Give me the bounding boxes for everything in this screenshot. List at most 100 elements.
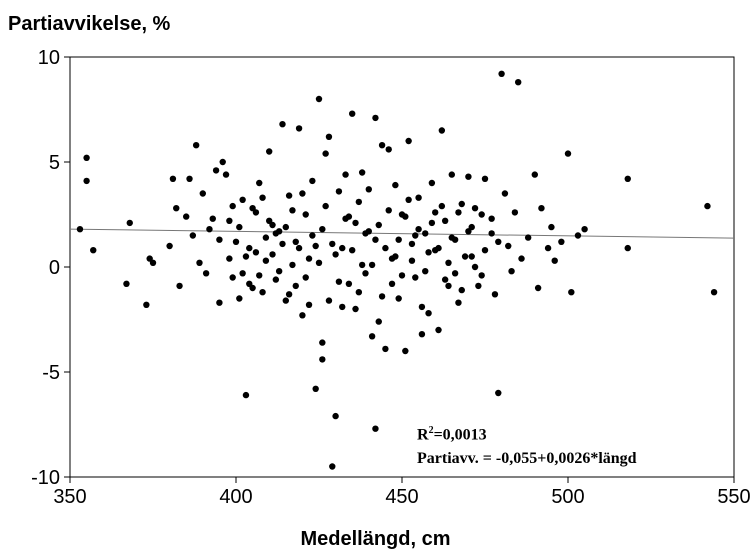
- data-point: [378, 142, 386, 149]
- data-point: [319, 226, 326, 233]
- data-point: [508, 268, 515, 275]
- r2-prefix: R: [417, 426, 429, 444]
- data-point: [242, 253, 250, 260]
- data-point: [345, 213, 353, 220]
- data-point: [564, 150, 572, 157]
- data-point: [183, 213, 190, 220]
- data-point: [342, 171, 349, 178]
- data-point: [252, 249, 260, 256]
- data-point: [402, 347, 409, 355]
- data-point: [335, 278, 343, 285]
- data-point: [568, 289, 575, 296]
- data-point: [83, 177, 90, 185]
- data-point: [468, 253, 475, 260]
- data-point: [83, 154, 90, 161]
- data-point: [412, 274, 419, 281]
- data-point: [544, 244, 552, 252]
- data-point: [349, 247, 356, 254]
- data-point: [385, 146, 392, 153]
- data-point: [448, 234, 455, 241]
- data-point: [216, 236, 223, 243]
- r-squared-annotation: R2=0,0013: [417, 425, 487, 444]
- data-point: [418, 331, 426, 338]
- data-point: [415, 226, 422, 233]
- y-tick-label: -10: [31, 467, 60, 489]
- data-point: [505, 242, 512, 250]
- data-point: [422, 230, 429, 237]
- data-point: [325, 297, 333, 304]
- data-point: [458, 200, 465, 208]
- data-point: [534, 284, 542, 292]
- data-point: [76, 226, 84, 233]
- data-point: [388, 280, 396, 287]
- data-point: [518, 255, 525, 262]
- data-point: [186, 175, 193, 182]
- data-point: [285, 291, 293, 298]
- data-point: [206, 226, 213, 233]
- data-point: [432, 209, 439, 216]
- data-point: [339, 244, 346, 252]
- r2-value: =0,0013: [433, 426, 487, 444]
- data-point: [282, 223, 289, 231]
- data-point: [226, 255, 233, 262]
- data-point: [302, 211, 309, 218]
- data-point: [438, 202, 446, 210]
- data-point: [236, 223, 243, 231]
- data-point: [558, 238, 565, 245]
- data-point: [392, 253, 399, 260]
- data-point: [428, 179, 436, 187]
- data-point: [262, 234, 270, 241]
- data-point: [385, 207, 392, 214]
- data-point: [275, 268, 283, 275]
- y-tick-label: 0: [49, 257, 60, 279]
- data-point: [259, 289, 266, 296]
- data-point: [378, 293, 386, 300]
- data-point: [329, 240, 336, 248]
- data-point: [481, 175, 489, 182]
- data-point: [362, 270, 369, 277]
- data-point: [465, 173, 472, 180]
- data-point: [372, 236, 379, 243]
- data-point: [289, 207, 296, 214]
- data-point: [471, 205, 479, 212]
- data-point: [239, 196, 246, 203]
- data-point: [149, 259, 157, 266]
- data-point: [166, 242, 173, 250]
- data-point: [349, 110, 356, 117]
- data-point: [285, 192, 293, 199]
- data-point: [272, 230, 280, 237]
- data-point: [355, 289, 363, 296]
- data-point: [299, 190, 306, 197]
- data-point: [395, 236, 402, 243]
- data-point: [259, 194, 266, 201]
- axis-ticks: [64, 56, 735, 483]
- data-point: [441, 276, 449, 283]
- x-tick-label: 450: [385, 486, 418, 508]
- data-point: [229, 202, 236, 210]
- data-point: [478, 272, 485, 279]
- data-point: [266, 217, 273, 224]
- data-point: [282, 297, 289, 304]
- data-point: [368, 261, 376, 269]
- data-point: [169, 175, 177, 182]
- data-point: [368, 333, 376, 340]
- data-point: [461, 253, 469, 260]
- data-point: [408, 257, 416, 264]
- y-tick-label: 5: [49, 152, 60, 174]
- data-point: [382, 345, 389, 353]
- data-point: [581, 226, 588, 233]
- data-point: [491, 291, 499, 298]
- data-point: [289, 261, 296, 269]
- data-point: [408, 240, 416, 248]
- data-point: [531, 171, 538, 178]
- data-point: [216, 299, 223, 306]
- data-point: [455, 209, 462, 216]
- data-point: [292, 238, 299, 245]
- data-point: [315, 95, 323, 103]
- plot-frame: [69, 56, 735, 478]
- data-point: [495, 238, 502, 245]
- y-tick-label: -5: [42, 362, 60, 384]
- data-point: [352, 305, 359, 313]
- data-point: [358, 261, 366, 269]
- data-point: [189, 232, 197, 239]
